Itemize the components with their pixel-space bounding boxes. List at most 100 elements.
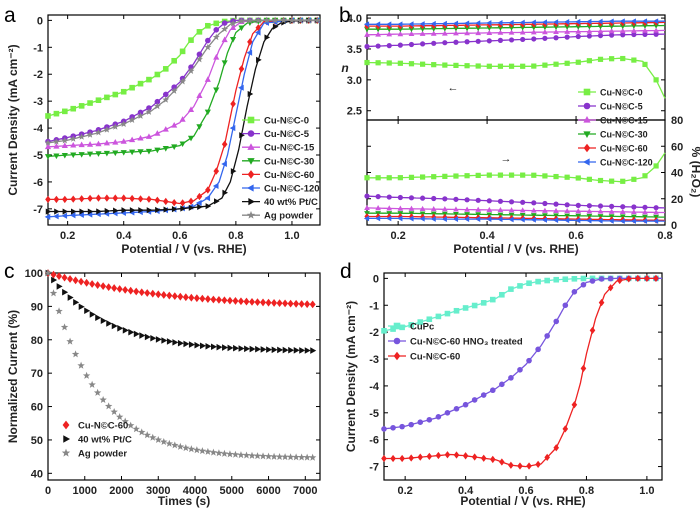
- a-marker-cu-n-c-60: [213, 167, 220, 175]
- b-bottom-marker-cu-n-c-0-h2o2: [431, 174, 437, 180]
- d-marker-cupc: [390, 326, 396, 332]
- c-marker-cu-n-c-60: [83, 278, 90, 287]
- c-legend-label: Cu-N©C-60: [78, 421, 128, 432]
- d-marker-cu-n-c-60: [462, 452, 469, 460]
- a-marker-cu-n-c-60: [45, 195, 51, 204]
- c-marker-ag-powder: [44, 269, 52, 277]
- d-marker-cu-n-c-60-hno-treated: [435, 414, 442, 420]
- c-xtick-label: 7000: [293, 485, 317, 497]
- b-bottom-marker-cu-n-c-15-h2o2: [530, 207, 537, 213]
- b-bottom-marker-cu-n-c-15-h2o2: [597, 208, 604, 214]
- b-bottom-marker-cu-n-c-5-h2o2: [397, 194, 403, 201]
- a-marker-40-wt-pt-c: [87, 208, 94, 215]
- b-top-marker-cu-n-c-30-n: [519, 25, 526, 31]
- a-marker-40-wt-pt-c: [62, 208, 69, 215]
- a-marker-cu-n-c-15: [162, 126, 169, 132]
- a-marker-cu-n-c-15: [95, 140, 102, 147]
- c-marker-cu-n-c-60: [215, 295, 222, 304]
- b-bottom-marker-cu-n-c-120-h2o2: [552, 217, 559, 223]
- d-marker-cu-n-c-60: [589, 326, 596, 334]
- a-marker-cu-n-c-30: [221, 60, 228, 66]
- c-marker-cu-n-c-60: [122, 285, 129, 294]
- a-marker-cu-n-c-30: [70, 152, 77, 159]
- b-top-marker-cu-n-c-0-n: [542, 62, 548, 68]
- b-bottom-marker-cu-n-c-120-h2o2: [530, 216, 536, 223]
- c-ytick-label: 100: [25, 268, 43, 280]
- c-marker-cu-n-c-60: [50, 270, 57, 279]
- b-top-marker-cu-n-c-120-n: [619, 18, 625, 25]
- b-top-marker-cu-n-c-120-n: [397, 21, 403, 28]
- b-top-marker-cu-n-c-120-n: [441, 20, 447, 27]
- c-legend-marker: [62, 420, 70, 430]
- c-marker-cu-n-c-60: [287, 299, 294, 308]
- d-marker-cu-n-c-60-hno-treated: [589, 278, 596, 284]
- d-marker-cu-n-c-60: [426, 452, 433, 460]
- c-marker-ag-powder: [215, 449, 223, 457]
- c-marker-cu-n-c-60: [265, 298, 272, 307]
- b-bottom-marker-cu-n-c-15-h2o2: [519, 207, 526, 213]
- d-marker-cu-n-c-60-hno-treated: [580, 281, 587, 288]
- b-top-marker-cu-n-c-120-n: [652, 18, 659, 25]
- c-marker-ag-powder: [193, 446, 201, 454]
- d-marker-cu-n-c-60: [444, 451, 451, 459]
- b-bottom-marker-cu-n-c-120-h2o2: [497, 216, 503, 223]
- a-marker-cu-n-c-60: [179, 199, 186, 207]
- c-marker-ag-powder: [66, 337, 74, 345]
- c-marker-ag-powder: [49, 289, 58, 297]
- b-bottom-marker-cu-n-c-5-h2o2: [642, 204, 648, 210]
- b-legend-marker: [583, 158, 590, 166]
- d-ylabel: Current Density (mA cm⁻²): [344, 301, 358, 452]
- b-top-marker-cu-n-c-30-n: [497, 25, 504, 31]
- d-marker-cu-n-c-60: [480, 454, 487, 462]
- a-marker-ag-powder: [137, 112, 144, 119]
- a-xtick-label: 0.8: [228, 230, 243, 242]
- c-marker-40-wt-pt-c: [233, 344, 240, 352]
- c-marker-ag-powder: [88, 380, 96, 388]
- c-marker-cu-n-c-60: [182, 293, 189, 302]
- b-bottom-marker-cu-n-c-120-h2o2: [575, 217, 581, 224]
- a-marker-cu-n-c-120: [78, 211, 84, 218]
- d-marker-cu-n-c-60: [508, 461, 514, 469]
- d-marker-cu-n-c-60-hno-treated: [480, 392, 487, 398]
- b-bottom-marker-cu-n-c-5-h2o2: [431, 195, 437, 202]
- a-marker-cu-n-c-120: [221, 160, 227, 168]
- d-marker-cupc: [508, 286, 514, 292]
- c-marker-cu-n-c-60: [204, 295, 211, 303]
- b-legend-marker: [583, 131, 591, 138]
- d-ytick-label: -1: [369, 300, 379, 312]
- b-top-marker-cu-n-c-15-n: [553, 28, 559, 35]
- a-marker-cu-n-c-60: [146, 195, 152, 203]
- b-bottom-marker-cu-n-c-5-h2o2: [531, 200, 537, 206]
- c-marker-cu-n-c-60: [254, 298, 261, 307]
- a-marker-cu-n-c-15: [53, 142, 60, 149]
- c-legend-marker: [63, 435, 71, 443]
- a-marker-cu-n-c-30: [78, 152, 85, 158]
- b-bottom-marker-cu-n-c-120-h2o2: [419, 215, 425, 222]
- b-bottom-marker-cu-n-c-0-h2o2: [597, 177, 604, 184]
- a-marker-cu-n-c-15: [171, 122, 178, 128]
- d-ytick-label: -5: [369, 408, 379, 420]
- c-marker-ag-powder: [71, 350, 80, 358]
- b-top-marker-cu-n-c-120-n: [497, 19, 503, 26]
- b-top-line-cu-n-c-30-n: [367, 24, 666, 30]
- b-bottom-marker-cu-n-c-5-h2o2: [620, 204, 626, 210]
- b-bottom-marker-cu-n-c-0-h2o2: [375, 175, 381, 181]
- c-marker-40-wt-pt-c: [277, 346, 284, 354]
- a-legend-marker: [248, 197, 255, 206]
- b-top-marker-cu-n-c-5-n: [419, 41, 426, 47]
- a-marker-40-wt-pt-c: [70, 208, 77, 215]
- c-marker-cu-n-c-60: [105, 283, 112, 292]
- c-marker-ag-powder: [275, 452, 284, 460]
- c-marker-cu-n-c-60: [249, 297, 255, 306]
- d-marker-cu-n-c-60-hno-treated: [508, 375, 514, 381]
- c-marker-cu-n-c-60: [276, 299, 283, 308]
- a-marker-cu-n-c-60: [62, 195, 68, 204]
- a-legend-marker: [246, 210, 256, 219]
- d-marker-cupc: [535, 278, 541, 285]
- d-marker-cu-n-c-60: [435, 451, 442, 460]
- a-marker-cu-n-c-0: [87, 100, 93, 106]
- b-bottom-marker-cu-n-c-60-h2o2: [419, 213, 426, 221]
- b-top-marker-cu-n-c-0-n: [386, 60, 392, 66]
- b-top-marker-cu-n-c-15-n: [519, 29, 526, 35]
- b-bottom-marker-cu-n-c-5-h2o2: [386, 194, 392, 200]
